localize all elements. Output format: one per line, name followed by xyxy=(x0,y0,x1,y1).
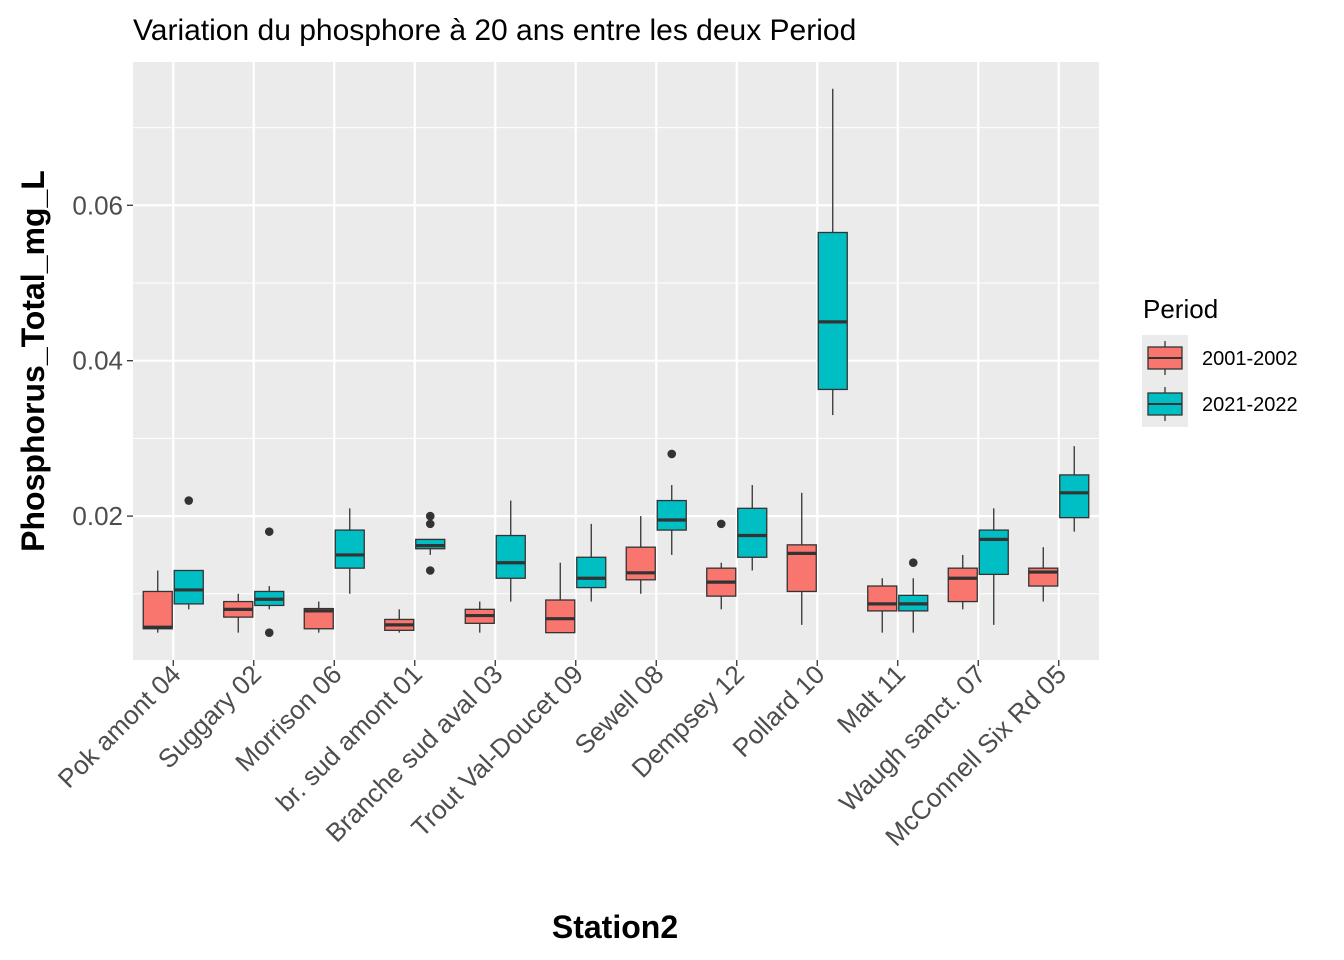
legend-label: 2001-2002 xyxy=(1202,348,1298,370)
box-2021-2022 xyxy=(978,508,1009,625)
box-2001-2002 xyxy=(706,519,737,610)
outlier-point xyxy=(425,566,435,575)
outlier-point xyxy=(667,449,677,459)
y-tick-label: 0.02 xyxy=(72,501,123,531)
outlier-point xyxy=(264,527,274,536)
box-2021-2022 xyxy=(656,449,687,555)
box-body xyxy=(173,569,204,605)
chart-title: Variation du phosphore à 20 ans entre le… xyxy=(133,14,856,47)
box-2021-2022 xyxy=(898,558,929,633)
box-body xyxy=(656,499,687,531)
box-2021-2022 xyxy=(495,500,526,602)
x-axis-title: Station2 xyxy=(552,909,678,945)
box-body xyxy=(545,599,576,634)
box-2001-2002 xyxy=(545,562,576,634)
box-body xyxy=(576,556,607,589)
box-2001-2002 xyxy=(786,492,817,625)
x-tick-label: br. sud amont 01 xyxy=(270,659,428,817)
box-2021-2022 xyxy=(334,508,365,594)
y-tick-label: 0.04 xyxy=(72,346,123,376)
box-2021-2022 xyxy=(737,485,768,571)
box-2001-2002 xyxy=(867,578,898,633)
major-gridlines xyxy=(133,62,1099,660)
x-tick-label: Pok amont 04 xyxy=(52,659,187,794)
box-2021-2022 xyxy=(817,88,848,416)
box-body xyxy=(625,546,656,581)
box-body xyxy=(737,507,768,558)
minor-gridlines xyxy=(133,127,1099,595)
box-body xyxy=(947,567,978,603)
box-2021-2022 xyxy=(415,511,446,575)
outlier-point xyxy=(908,558,918,568)
legend: Period 2001-2002 2021-2022 xyxy=(1142,294,1298,427)
x-tick-label: Waugh sanct. 07 xyxy=(833,659,992,818)
box-2001-2002 xyxy=(142,570,173,633)
box-2021-2022 xyxy=(254,527,285,637)
box-2021-2022 xyxy=(576,523,607,602)
box-body xyxy=(817,231,848,391)
box-2021-2022 xyxy=(1059,446,1090,532)
box-2001-2002 xyxy=(464,601,495,633)
legend-title: Period xyxy=(1143,294,1218,324)
box-2001-2002 xyxy=(625,516,656,594)
box-2021-2022 xyxy=(173,496,204,610)
y-axis-title: Phosphorus_Total_mg_L xyxy=(15,170,51,552)
legend-label: 2021-2022 xyxy=(1202,394,1298,416)
box-body xyxy=(495,534,526,579)
box-body xyxy=(978,529,1009,576)
x-tick-label: Malt 11 xyxy=(831,659,911,739)
box-body xyxy=(334,529,365,569)
box-body xyxy=(867,585,898,612)
boxplot-marks xyxy=(142,88,1090,637)
box-body xyxy=(142,590,173,630)
box-2001-2002 xyxy=(947,554,978,610)
box-2001-2002 xyxy=(1028,547,1059,602)
y-axis-ticks: 0.02 0.04 0.06 xyxy=(72,190,133,531)
box-body xyxy=(1059,474,1090,519)
outlier-point xyxy=(184,496,194,505)
y-tick-label: 0.06 xyxy=(72,190,123,220)
outlier-point xyxy=(264,628,274,637)
outlier-point xyxy=(425,511,435,521)
box-2001-2002 xyxy=(303,601,334,633)
outlier-point xyxy=(425,519,435,529)
box-body xyxy=(303,607,334,630)
box-2001-2002 xyxy=(223,593,254,633)
box-2001-2002 xyxy=(384,609,415,633)
outlier-point xyxy=(716,519,726,529)
